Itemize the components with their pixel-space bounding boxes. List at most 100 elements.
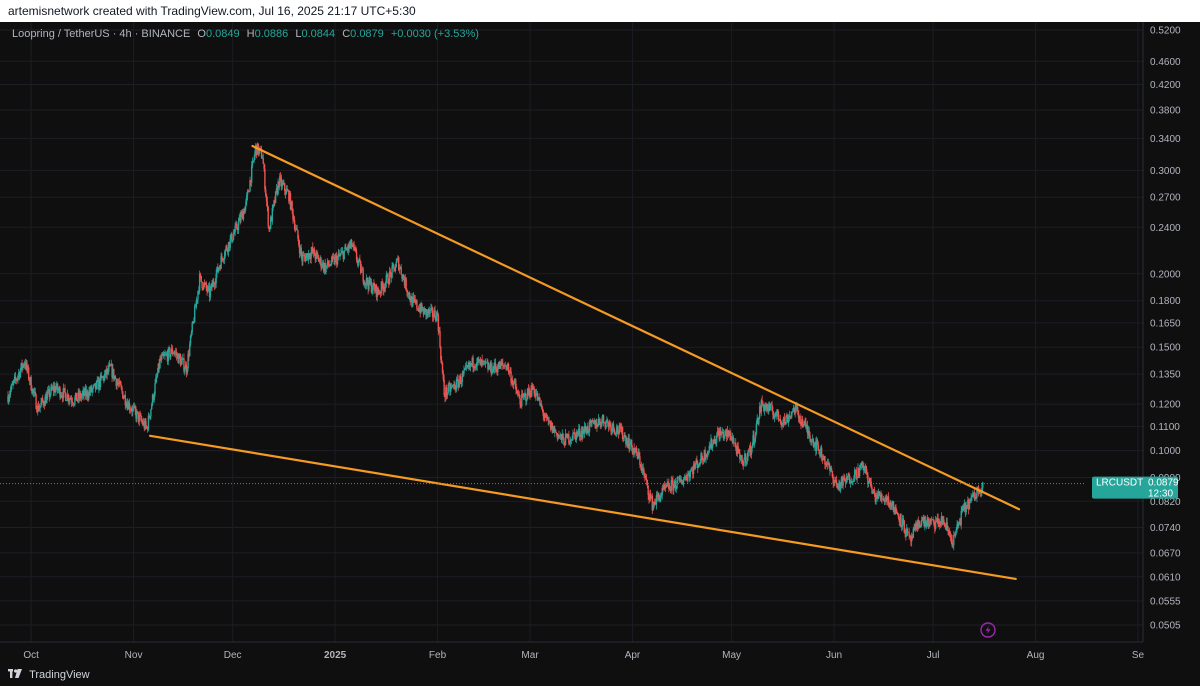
candle-body xyxy=(116,382,118,387)
candle-body xyxy=(573,432,575,434)
candle-body xyxy=(209,288,212,298)
candle-body xyxy=(183,358,185,372)
candle-body xyxy=(639,456,641,465)
lightning-icon[interactable] xyxy=(980,622,996,638)
candle-body xyxy=(220,256,222,269)
candle-body xyxy=(516,393,519,395)
candle-body xyxy=(162,353,164,356)
candle-body xyxy=(292,209,294,220)
candle-body xyxy=(435,318,437,322)
candle-body xyxy=(284,183,286,191)
candle-body xyxy=(326,265,328,267)
candle-body xyxy=(427,309,430,314)
candle-body xyxy=(380,281,383,293)
candle-body xyxy=(264,168,266,190)
candle-body xyxy=(110,364,112,366)
candle-body xyxy=(825,463,827,465)
price-chart[interactable]: 0.5200 0.4600 0.4200 0.3800 0.3400 0.3000 0.27… xyxy=(0,22,1200,664)
price-axis[interactable]: 0.5200 0.4600 0.4200 0.3800 0.3400 0.3000 0.27… xyxy=(1150,26,1181,632)
candle-body xyxy=(372,282,374,291)
candle-body xyxy=(406,290,408,293)
candle-body xyxy=(65,393,67,401)
candle-body xyxy=(571,439,573,441)
candle-body xyxy=(161,353,164,356)
candle-body xyxy=(224,249,226,257)
candle-body xyxy=(923,517,925,526)
candle-body xyxy=(954,531,957,537)
trendline-upper[interactable] xyxy=(251,144,1021,511)
candle-body xyxy=(721,431,724,433)
candle-body xyxy=(176,354,179,356)
candle-body xyxy=(167,348,169,362)
candles xyxy=(7,142,984,551)
candle-body xyxy=(499,362,502,369)
candle-body xyxy=(251,161,254,166)
candle-body xyxy=(398,257,400,270)
candle-body xyxy=(31,390,33,394)
candle-body xyxy=(966,505,968,507)
candle-body xyxy=(887,496,889,501)
candle-body xyxy=(763,407,766,411)
candle-body xyxy=(485,362,487,364)
candle-body xyxy=(61,395,64,399)
candle-body xyxy=(296,228,298,231)
attribution-text: artemisnetwork created with TradingView.… xyxy=(8,4,416,18)
candle-body xyxy=(300,247,302,255)
footer-brand[interactable]: TradingView xyxy=(29,669,90,682)
candle-body xyxy=(358,259,360,262)
candle-body xyxy=(754,438,756,444)
candle-body xyxy=(942,519,944,525)
tradingview-logo-icon[interactable] xyxy=(8,664,22,686)
candle-body xyxy=(978,490,981,494)
candle-body xyxy=(792,411,794,412)
trendlines xyxy=(148,144,1021,580)
candle-body xyxy=(494,362,497,369)
candle-body xyxy=(553,426,555,433)
candle-body xyxy=(953,535,955,546)
candle-body xyxy=(828,462,830,467)
candle-body xyxy=(441,362,444,373)
chart-area[interactable]: 0.5200 0.4600 0.4200 0.3800 0.3400 0.3000 0.27… xyxy=(0,22,1200,664)
candle-body xyxy=(432,316,435,318)
candle-body xyxy=(919,523,921,527)
candle-body xyxy=(38,407,41,411)
candle-body xyxy=(208,286,211,298)
candle-body xyxy=(695,460,697,465)
candle-body xyxy=(55,388,57,393)
candle-body xyxy=(445,387,447,398)
time-axis[interactable]: Oct Nov Dec 2025 Feb Mar Apr May Jun Jul Aug Se xyxy=(23,650,1144,661)
candle-body xyxy=(465,365,468,367)
candle-body xyxy=(517,393,520,395)
candle-body xyxy=(322,262,324,267)
price-tick-label: 0.3400 xyxy=(1150,134,1181,145)
candle-body xyxy=(425,309,427,316)
candle-body xyxy=(8,394,11,398)
candle-body xyxy=(214,283,217,286)
candle-body xyxy=(341,251,344,253)
candle-body xyxy=(497,368,499,373)
candle-body xyxy=(676,479,678,489)
candle-body xyxy=(614,432,616,434)
trendline-lower[interactable] xyxy=(148,434,1017,580)
candle-body xyxy=(412,297,415,299)
candle-body xyxy=(580,430,582,438)
candle-body xyxy=(665,485,668,487)
candle-body xyxy=(687,473,689,481)
candle-body xyxy=(947,526,949,531)
candle-body xyxy=(605,421,607,428)
candle-body xyxy=(198,274,201,291)
candle-body xyxy=(596,422,598,428)
candle-body xyxy=(177,354,179,364)
candle-body xyxy=(799,415,801,422)
candle-body xyxy=(200,275,202,282)
candle-body xyxy=(469,363,472,367)
candle-body xyxy=(744,453,746,460)
price-tag-price: 0.0879 xyxy=(1148,478,1179,489)
candle-body xyxy=(641,467,644,471)
candle-body xyxy=(33,391,36,393)
candle-body xyxy=(396,259,398,262)
candle-body xyxy=(834,480,837,483)
candle-body xyxy=(371,290,373,293)
candle-body xyxy=(875,494,877,502)
candle-body xyxy=(746,456,748,462)
